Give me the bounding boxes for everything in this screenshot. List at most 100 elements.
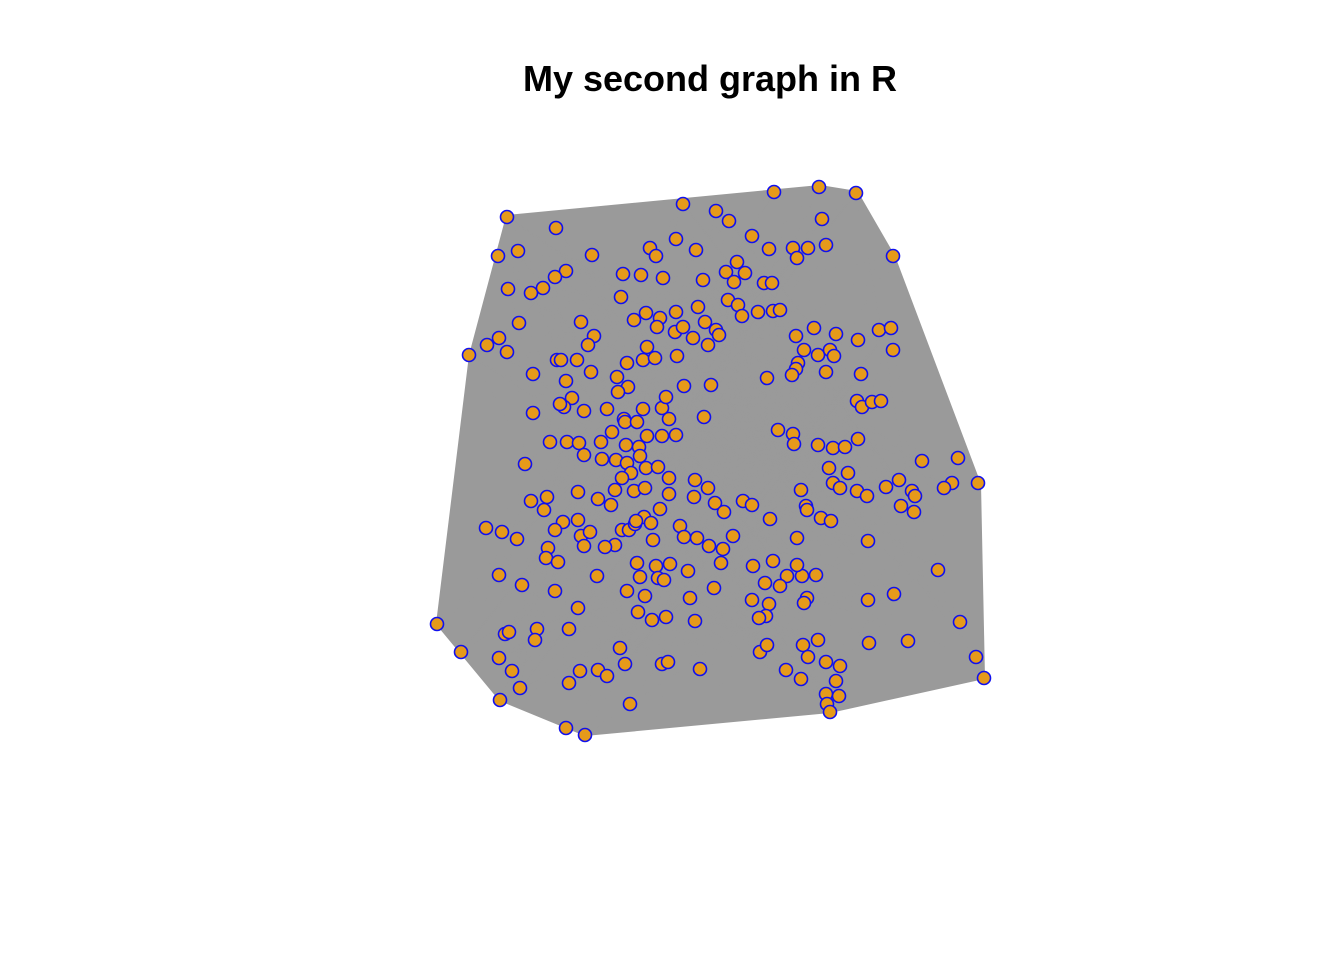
edge xyxy=(725,271,767,617)
vertex xyxy=(576,447,592,463)
vertex xyxy=(818,364,834,380)
edge xyxy=(710,384,961,623)
vertex xyxy=(860,592,876,608)
edge xyxy=(825,472,849,663)
edge xyxy=(763,282,869,542)
vertex xyxy=(680,563,696,579)
vertex xyxy=(547,522,563,538)
vertex xyxy=(695,272,711,288)
vertex xyxy=(762,511,778,527)
vertex xyxy=(788,328,804,344)
vertex xyxy=(535,280,551,296)
vertex xyxy=(837,439,853,455)
vertex xyxy=(615,266,631,282)
vertex xyxy=(559,434,575,450)
vertex xyxy=(968,649,984,665)
vertex xyxy=(501,624,517,640)
vertex xyxy=(668,231,684,247)
edge xyxy=(665,400,882,618)
vertex xyxy=(599,668,615,684)
vertex xyxy=(914,453,930,469)
vertex xyxy=(643,515,659,531)
vertex xyxy=(629,555,645,571)
vertex xyxy=(517,456,533,472)
edge xyxy=(764,582,977,658)
vertex xyxy=(617,656,633,672)
vertex xyxy=(676,378,692,394)
vertex xyxy=(603,497,619,513)
edge xyxy=(649,247,770,250)
vertex xyxy=(853,366,869,382)
vertex xyxy=(861,635,877,651)
edge xyxy=(579,582,766,672)
vertex xyxy=(649,319,665,335)
vertex xyxy=(570,512,586,528)
vertex xyxy=(668,304,684,320)
edge xyxy=(619,362,628,649)
edge xyxy=(555,191,775,229)
vertex xyxy=(860,533,876,549)
edge xyxy=(642,279,704,410)
vertex xyxy=(840,465,856,481)
vertex xyxy=(796,342,812,358)
vertex xyxy=(711,327,727,343)
vertex xyxy=(644,612,660,628)
edge xyxy=(517,250,585,412)
vertex xyxy=(750,304,766,320)
vertex xyxy=(689,530,705,546)
vertex xyxy=(772,578,788,594)
vertex xyxy=(764,275,780,291)
vertex xyxy=(687,472,703,488)
edge xyxy=(563,406,787,671)
vertex xyxy=(757,575,773,591)
edge xyxy=(577,329,717,521)
vertex xyxy=(697,314,713,330)
vertex xyxy=(859,488,875,504)
vertex xyxy=(564,390,580,406)
vertex xyxy=(573,314,589,330)
edge xyxy=(768,248,880,331)
vertex xyxy=(789,250,805,266)
vertex xyxy=(850,431,866,447)
vertex xyxy=(675,196,691,212)
vertex xyxy=(734,308,750,324)
edge xyxy=(626,203,684,364)
vertex xyxy=(650,459,666,475)
edge xyxy=(557,391,619,563)
edge xyxy=(654,339,859,359)
edge xyxy=(589,203,684,533)
edge xyxy=(728,220,774,312)
edge xyxy=(699,569,939,670)
vertex xyxy=(950,450,966,466)
vertex xyxy=(759,637,775,653)
vertex xyxy=(638,305,654,321)
edge xyxy=(621,477,637,522)
vertex xyxy=(490,248,506,264)
vertex xyxy=(759,370,775,386)
vertex xyxy=(604,424,620,440)
edge xyxy=(772,310,788,577)
edge xyxy=(694,620,828,705)
vertex xyxy=(676,529,692,545)
vertex xyxy=(675,319,691,335)
vertex xyxy=(652,501,668,517)
vertex xyxy=(976,670,992,686)
vertex xyxy=(716,504,732,520)
vertex xyxy=(628,513,644,529)
vertex xyxy=(814,211,830,227)
vertex xyxy=(700,337,716,353)
vertex xyxy=(629,414,645,430)
vertex-layer xyxy=(429,179,992,743)
edge xyxy=(796,489,802,539)
edge xyxy=(617,304,739,393)
edge xyxy=(620,296,771,520)
vertex xyxy=(761,241,777,257)
vertex xyxy=(682,590,698,606)
vertex xyxy=(633,267,649,283)
vertex xyxy=(561,621,577,637)
vertex xyxy=(647,350,663,366)
vertex xyxy=(891,472,907,488)
edge xyxy=(497,255,803,577)
edge xyxy=(468,335,797,356)
vertex xyxy=(499,209,515,225)
